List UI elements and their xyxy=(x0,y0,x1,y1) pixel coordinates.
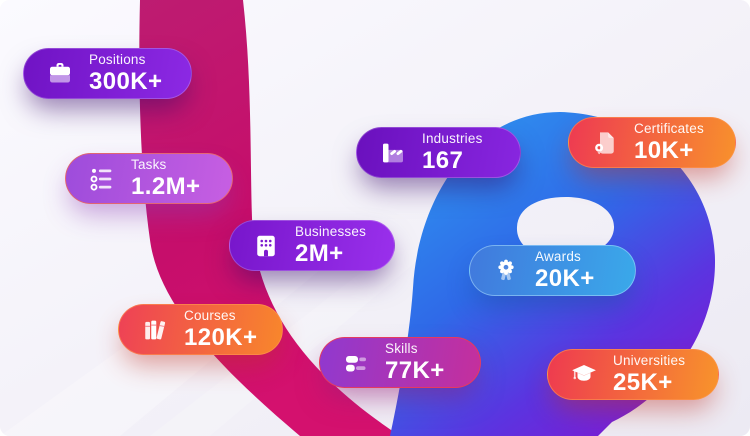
stat-badge-skills: Skills 77K+ xyxy=(319,337,481,388)
stat-badge-courses: Courses 120K+ xyxy=(118,304,283,355)
building-icon xyxy=(257,235,275,256)
certificate-icon xyxy=(595,131,614,154)
stat-badge-industries: Industries 167 xyxy=(356,127,521,178)
stat-value: 25K+ xyxy=(613,368,673,396)
stat-badge-universities: Universities 25K+ xyxy=(547,349,719,400)
stat-badge-positions: Positions 300K+ xyxy=(23,48,192,99)
factory-icon xyxy=(383,143,403,162)
stat-value: 300K+ xyxy=(89,67,163,95)
stat-text: Awards 20K+ xyxy=(535,248,595,292)
stat-text: Skills 77K+ xyxy=(385,340,445,384)
stat-text: Courses 120K+ xyxy=(184,307,258,351)
stat-text: Positions 300K+ xyxy=(89,51,163,95)
graduation-cap-icon xyxy=(572,364,596,381)
stat-text: Businesses 2M+ xyxy=(295,223,367,267)
stat-label: Tasks xyxy=(131,156,167,172)
checklist-icon xyxy=(90,168,112,191)
stat-label: Businesses xyxy=(295,223,367,239)
stat-value: 120K+ xyxy=(184,323,258,351)
books-icon xyxy=(145,320,166,339)
stat-badge-tasks: Tasks 1.2M+ xyxy=(65,153,233,204)
stat-label: Skills xyxy=(385,340,418,356)
sliders-icon xyxy=(346,355,366,371)
stat-label: Certificates xyxy=(634,120,704,136)
stat-badge-businesses: Businesses 2M+ xyxy=(229,220,395,271)
stat-label: Positions xyxy=(89,51,146,67)
stat-value: 20K+ xyxy=(535,264,595,292)
stat-text: Industries 167 xyxy=(422,130,483,174)
stat-value: 77K+ xyxy=(385,356,445,384)
stat-value: 1.2M+ xyxy=(131,172,201,200)
stat-value: 2M+ xyxy=(295,239,344,267)
briefcase-icon xyxy=(50,62,70,82)
stat-badge-certificates: Certificates 10K+ xyxy=(568,117,736,168)
stat-text: Tasks 1.2M+ xyxy=(131,156,201,200)
stat-text: Universities 25K+ xyxy=(613,352,686,396)
stat-label: Awards xyxy=(535,248,581,264)
medal-icon xyxy=(498,259,514,280)
stat-value: 167 xyxy=(422,146,464,174)
stat-value: 10K+ xyxy=(634,136,694,164)
stat-label: Courses xyxy=(184,307,236,323)
stat-label: Industries xyxy=(422,130,483,146)
stat-badge-awards: Awards 20K+ xyxy=(469,245,636,296)
stat-label: Universities xyxy=(613,352,686,368)
stat-text: Certificates 10K+ xyxy=(634,120,704,164)
